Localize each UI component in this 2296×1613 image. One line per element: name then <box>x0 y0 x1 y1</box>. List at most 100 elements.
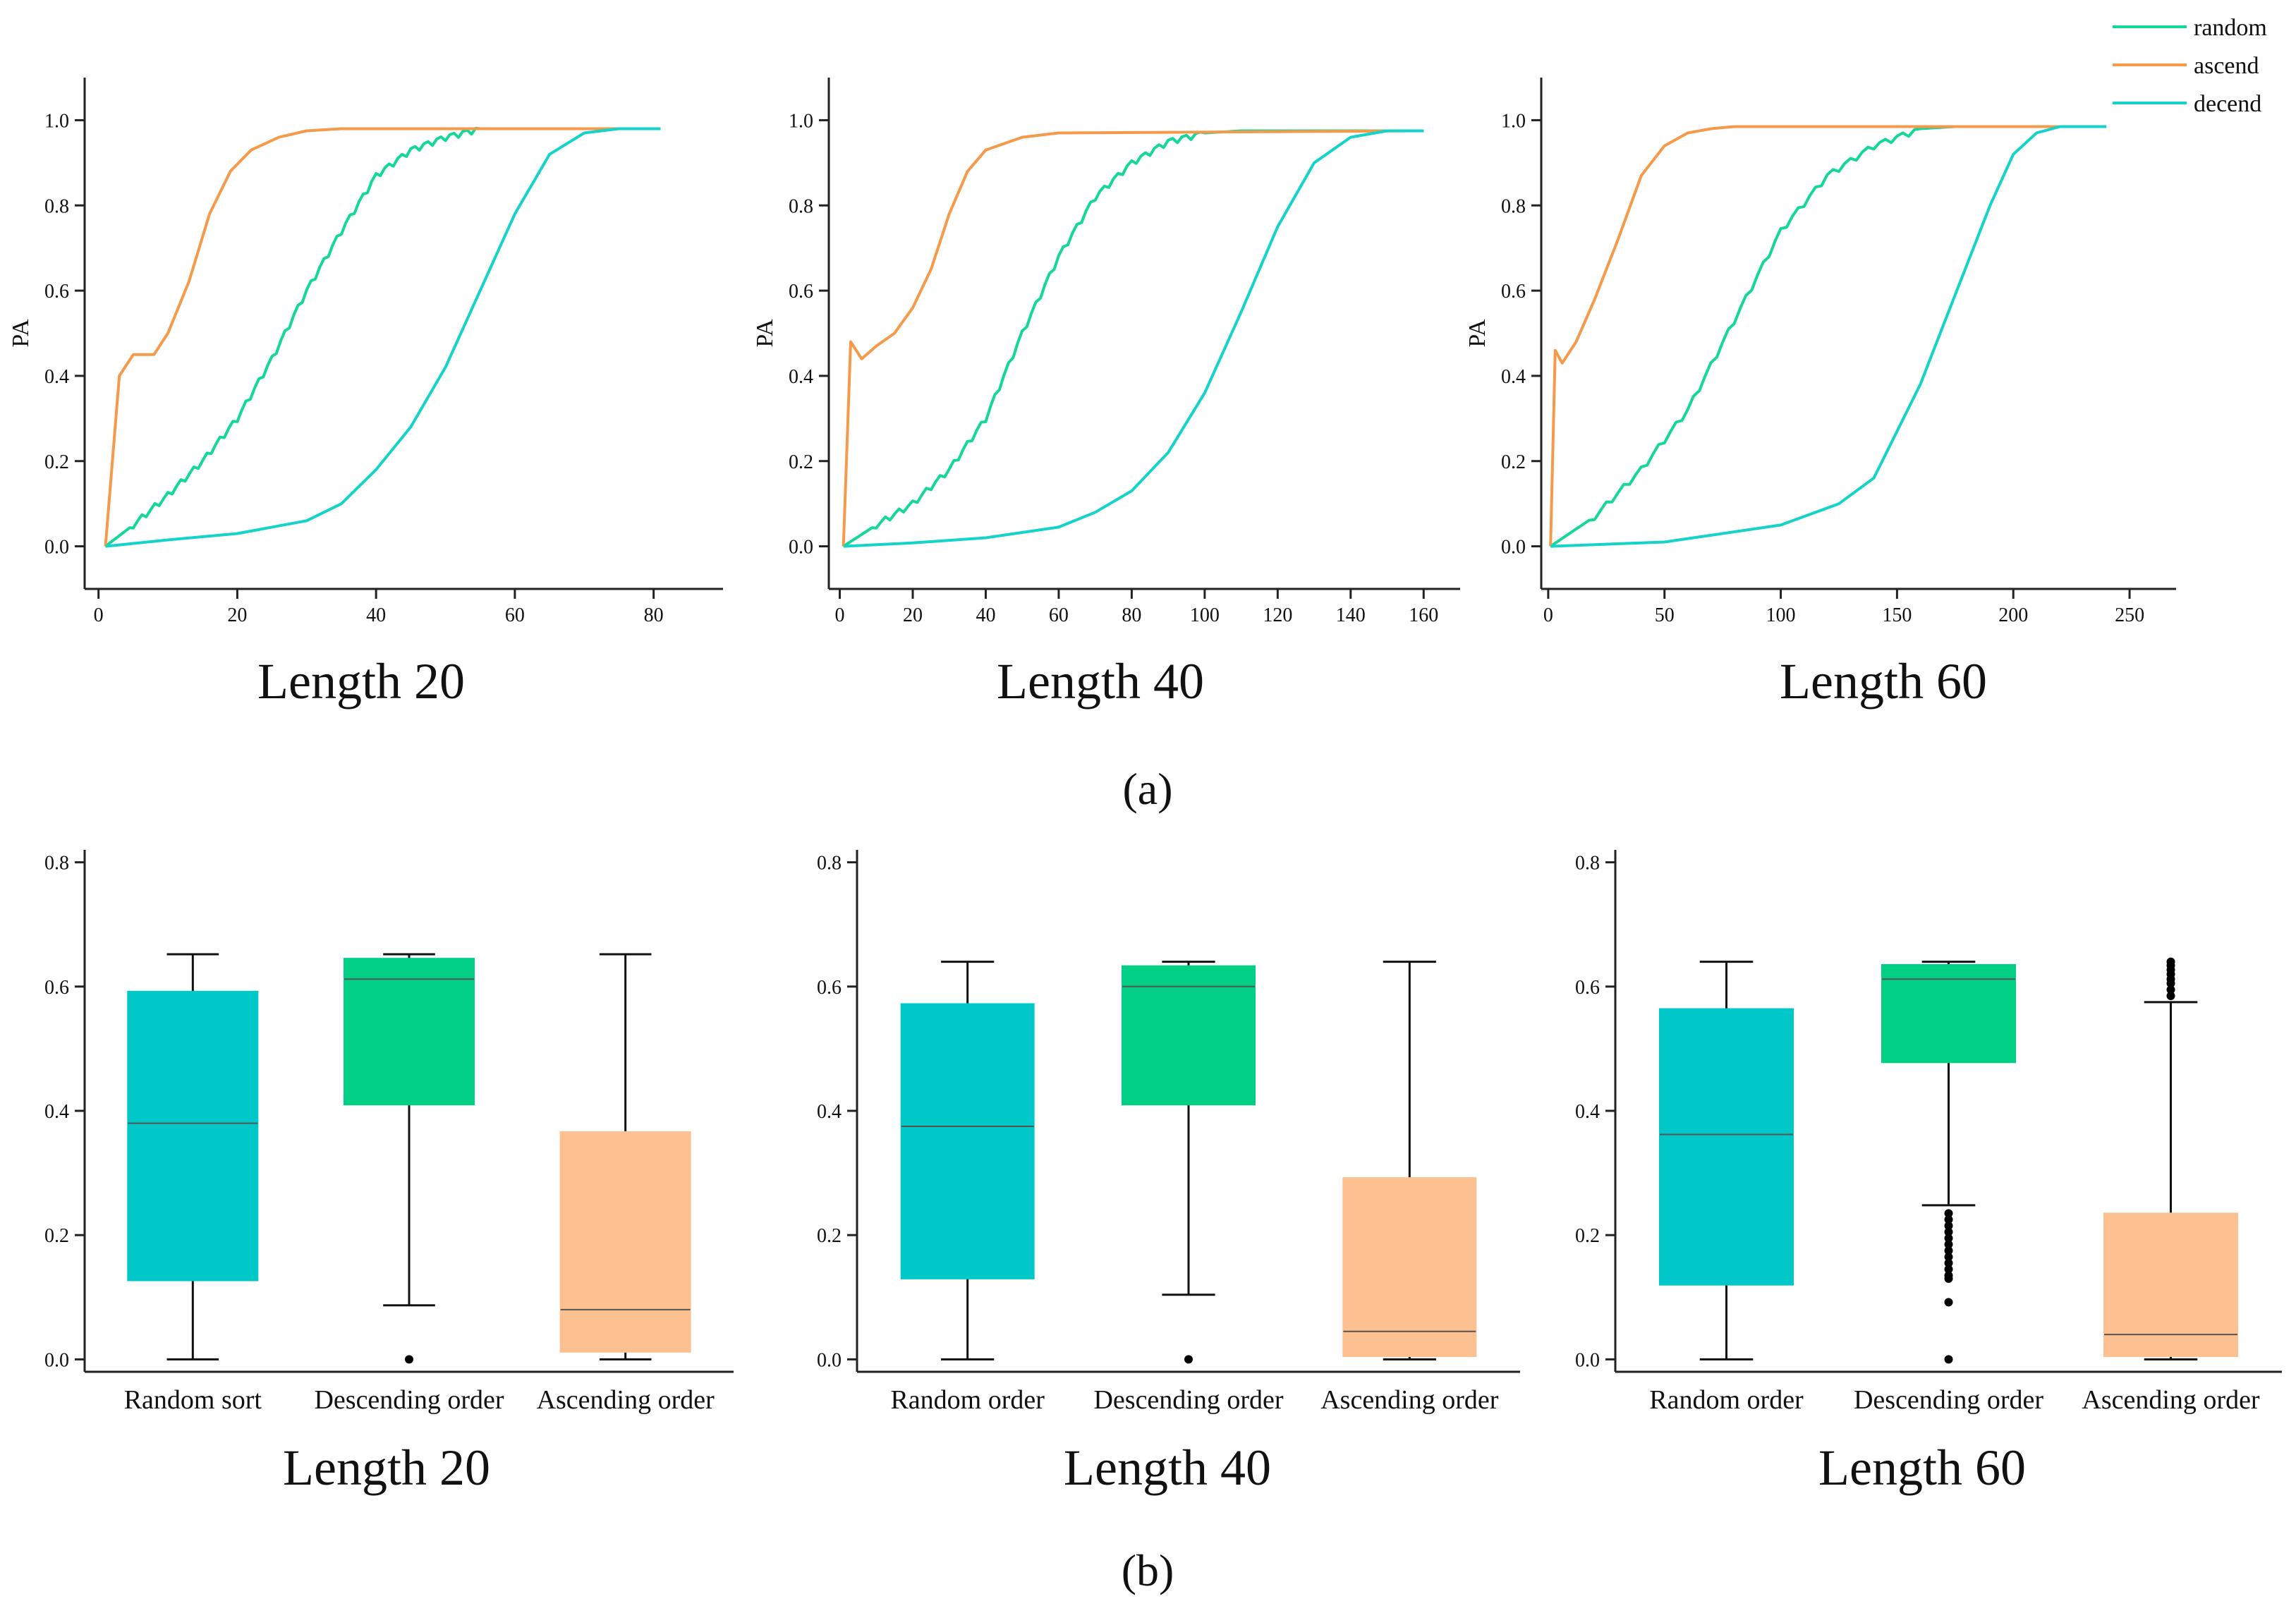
y-tick-label: 0.2 <box>817 1225 842 1247</box>
chart-b-length-20: 0.0 0.2 0.4 0.6 0.8 Length 20 Random sort Desce… <box>44 850 734 1496</box>
y-tick-label: 0.8 <box>44 195 69 217</box>
outlier-point <box>1944 1240 1953 1249</box>
series-line-decend <box>105 127 661 548</box>
y-tick-label: 0.4 <box>789 366 813 388</box>
category-label: Descending order <box>314 1385 504 1415</box>
subplot-title: Length 40 <box>997 653 1204 710</box>
y-tick-label: 0.4 <box>817 1101 842 1123</box>
category-label: Random order <box>1649 1385 1804 1415</box>
box-1 <box>127 990 259 1282</box>
legend-label-ascend: ascend <box>2194 53 2259 79</box>
outlier-point <box>1944 1215 1953 1224</box>
y-tick-label: 0.8 <box>1575 853 1600 875</box>
outlier-point <box>405 1355 413 1364</box>
box-2 <box>344 958 475 1106</box>
outlier-point <box>1944 1253 1953 1262</box>
outlier-point <box>2166 957 2175 966</box>
x-tick-label: 20 <box>227 604 247 626</box>
series-line-ascend <box>1549 125 2107 547</box>
y-tick-label: 0.2 <box>1575 1225 1600 1247</box>
category-label: Ascending order <box>1320 1385 1499 1415</box>
outlier-point <box>1944 1355 1953 1364</box>
box-3 <box>559 1131 691 1353</box>
y-tick-label: 1.0 <box>44 110 69 132</box>
y-tick-label: 0.2 <box>44 451 69 473</box>
y-tick-label: 0.6 <box>817 977 842 999</box>
y-tick-label: 0.8 <box>1501 195 1526 217</box>
outlier-point <box>1944 1246 1953 1255</box>
outlier-point <box>1184 1355 1193 1364</box>
series-line-random <box>842 129 1424 548</box>
panel-label-a: (a) <box>1122 764 1172 814</box>
y-tick-label: 0.4 <box>1501 366 1526 388</box>
x-tick-label: 60 <box>1049 604 1069 626</box>
outlier-point <box>1944 1227 1953 1236</box>
y-tick-label: 1.0 <box>1501 110 1526 132</box>
series-line-random <box>104 126 661 548</box>
subplot-title: Length 60 <box>1818 1439 2026 1496</box>
x-tick-label: 50 <box>1655 604 1675 626</box>
y-axis-label: PA <box>752 319 778 348</box>
box-1 <box>1659 1008 1794 1286</box>
chart-b-length-40: 0.0 0.2 0.4 0.6 0.8 Length 40 Random order Desc… <box>817 850 1520 1496</box>
panel-label-b: (b) <box>1122 1545 1174 1595</box>
x-tick-label: 40 <box>976 604 995 626</box>
category-label: Descending order <box>1093 1385 1283 1415</box>
x-tick-label: 250 <box>2115 604 2144 626</box>
x-tick-label: 120 <box>1263 604 1292 626</box>
category-label: Random sort <box>124 1385 262 1415</box>
x-tick-label: 200 <box>1998 604 2028 626</box>
chart-a-length-60: 0.0 0.2 0.4 0.6 0.8 1.0 Length 60 0 50 100 150 200 2… <box>1464 78 2176 710</box>
y-tick-label: 0.8 <box>44 853 69 875</box>
x-tick-label: 0 <box>94 604 104 626</box>
y-tick-label: 0.6 <box>1501 281 1526 303</box>
y-tick-label: 0.0 <box>789 537 813 559</box>
category-label: Ascending order <box>537 1385 715 1415</box>
box-3 <box>1342 1177 1477 1357</box>
chart-a-length-20: 0.0 0.2 0.4 0.6 0.8 1.0 Length 20 0 20 40 60 80 PA <box>8 78 723 710</box>
outlier-point <box>1944 1265 1953 1274</box>
category-label: Ascending order <box>2082 1385 2260 1415</box>
series-line-ascend <box>104 127 661 547</box>
box-1 <box>900 1003 1035 1279</box>
subplot-title: Length 40 <box>1064 1439 1271 1496</box>
outlier-point <box>1944 1221 1953 1230</box>
outlier-point <box>1944 1234 1953 1243</box>
category-label: Random order <box>890 1385 1045 1415</box>
x-tick-label: 160 <box>1409 604 1438 626</box>
y-tick-label: 0.0 <box>1575 1349 1600 1371</box>
chart-a-length-40: 0.0 0.2 0.4 0.6 0.8 1.0 Length 40 0 20 40 60 80 100 1… <box>752 78 1460 710</box>
y-tick-label: 0.0 <box>44 1349 69 1371</box>
y-tick-label: 0.0 <box>1501 537 1526 559</box>
series-line-decend <box>843 129 1424 548</box>
y-tick-label: 0.2 <box>789 451 813 473</box>
outlier-point <box>1944 1274 1953 1283</box>
x-tick-label: 140 <box>1336 604 1366 626</box>
y-tick-label: 0.4 <box>44 366 69 388</box>
y-tick-label: 0.8 <box>817 853 842 875</box>
legend-label-decend: decend <box>2194 91 2261 117</box>
y-tick-label: 0.6 <box>44 281 69 303</box>
x-tick-label: 0 <box>1543 604 1553 626</box>
y-tick-label: 0.0 <box>817 1349 842 1371</box>
x-tick-label: 100 <box>1190 604 1220 626</box>
chart-b-length-60: 0.0 0.2 0.4 0.6 0.8 Length 60 Random order Desc… <box>1575 850 2282 1496</box>
legend-label-random: random <box>2194 15 2267 41</box>
x-tick-label: 0 <box>835 604 845 626</box>
outlier-point <box>1944 1298 1953 1307</box>
y-tick-label: 0.0 <box>44 537 69 559</box>
x-tick-label: 40 <box>366 604 386 626</box>
box-3 <box>2103 1212 2238 1357</box>
y-tick-label: 0.6 <box>1575 977 1600 999</box>
outlier-point <box>1944 1209 1953 1218</box>
y-tick-label: 0.6 <box>44 977 69 999</box>
x-tick-label: 80 <box>1122 604 1141 626</box>
x-tick-label: 20 <box>903 604 923 626</box>
series-line-decend <box>1550 125 2107 548</box>
y-tick-label: 0.4 <box>1575 1101 1600 1123</box>
y-axis-label: PA <box>8 319 34 348</box>
y-axis-label: PA <box>1464 319 1490 348</box>
subplot-title: Length 60 <box>1780 653 1987 710</box>
outlier-point <box>1944 1258 1953 1267</box>
